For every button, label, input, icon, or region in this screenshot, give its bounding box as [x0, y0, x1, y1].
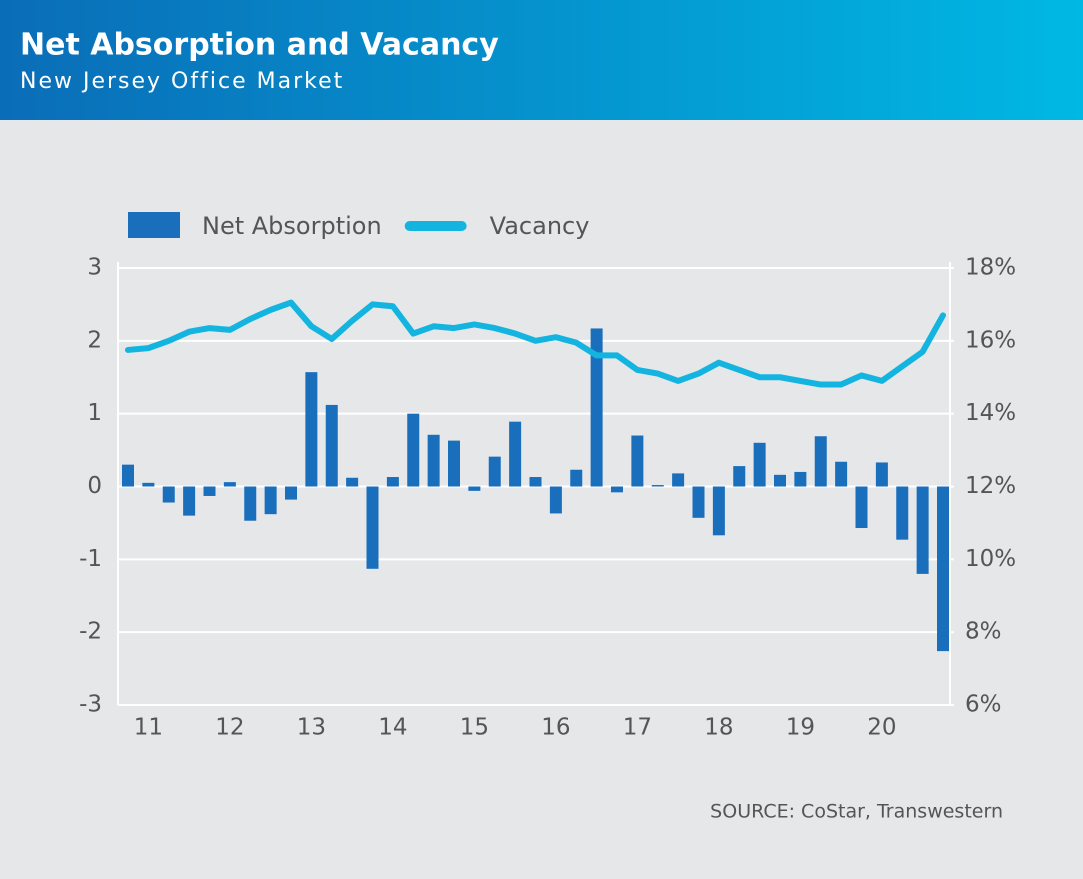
bar — [509, 421, 522, 487]
bar — [244, 486, 257, 521]
x-tick-label: 13 — [297, 715, 326, 741]
y2-tick-label: 8% — [965, 619, 1002, 645]
bar — [122, 464, 134, 487]
bar — [488, 456, 501, 487]
y-tick-label: -1 — [79, 546, 102, 572]
y-tick-label: -2 — [79, 619, 102, 645]
header-band — [0, 0, 1083, 120]
bar — [264, 486, 277, 515]
bar — [305, 372, 318, 487]
y2-tick-label: 16% — [965, 327, 1016, 353]
x-tick-label: 15 — [460, 715, 489, 741]
bar — [448, 440, 460, 487]
bar — [223, 482, 236, 487]
bar — [672, 473, 685, 487]
y-tick-label: 0 — [87, 473, 102, 499]
bar — [427, 434, 440, 487]
bar — [549, 486, 562, 514]
bar — [203, 486, 216, 496]
y2-tick-label: 10% — [965, 546, 1016, 572]
x-tick-label: 17 — [623, 715, 652, 741]
x-tick-label: 18 — [704, 715, 733, 741]
bar — [631, 435, 644, 487]
source-note: SOURCE: CoStar, Transwestern — [710, 801, 1003, 823]
y-tick-label: -3 — [79, 692, 102, 718]
bar — [855, 486, 868, 529]
bar — [753, 442, 766, 487]
bar — [285, 486, 297, 500]
bar — [733, 466, 746, 487]
legend-label: Vacancy — [490, 212, 590, 240]
bar — [183, 486, 196, 516]
y-tick-label: 2 — [87, 327, 102, 353]
bar — [692, 486, 705, 518]
bar — [346, 477, 359, 487]
bar — [142, 482, 155, 487]
bar — [651, 485, 664, 487]
legend-swatch — [128, 212, 180, 238]
y2-tick-label: 14% — [965, 400, 1016, 426]
bar — [570, 469, 583, 487]
bar — [366, 486, 379, 569]
y2-tick-label: 6% — [965, 692, 1002, 718]
legend-label: Net Absorption — [202, 212, 382, 240]
x-tick-label: 19 — [786, 715, 815, 741]
line — [125, 299, 946, 388]
bar — [386, 477, 399, 487]
bar — [835, 461, 848, 487]
x-tick-label: 12 — [215, 715, 244, 741]
bar — [875, 462, 888, 487]
bar — [774, 474, 786, 487]
x-tick-label: 14 — [378, 715, 407, 741]
y-tick-label: 1 — [87, 400, 102, 426]
bar — [814, 436, 827, 487]
bar — [611, 486, 623, 493]
bar — [712, 486, 725, 536]
x-tick-label: 16 — [541, 715, 570, 741]
bar — [529, 477, 542, 487]
bar — [407, 413, 420, 487]
x-tick-label: 20 — [867, 715, 896, 741]
y2-tick-label: 18% — [965, 255, 1016, 281]
x-tick-label: 11 — [134, 715, 163, 741]
bar — [916, 486, 929, 574]
chart-subtitle: New Jersey Office Market — [20, 69, 344, 94]
bar — [590, 328, 603, 487]
chart-title: Net Absorption and Vacancy — [20, 28, 499, 63]
bar — [162, 486, 175, 503]
bar — [896, 486, 909, 540]
bar — [794, 471, 807, 487]
y-tick-label: 3 — [87, 255, 102, 281]
bar — [325, 404, 338, 487]
bar — [937, 486, 949, 652]
y2-tick-label: 12% — [965, 473, 1016, 499]
bar — [468, 486, 481, 491]
